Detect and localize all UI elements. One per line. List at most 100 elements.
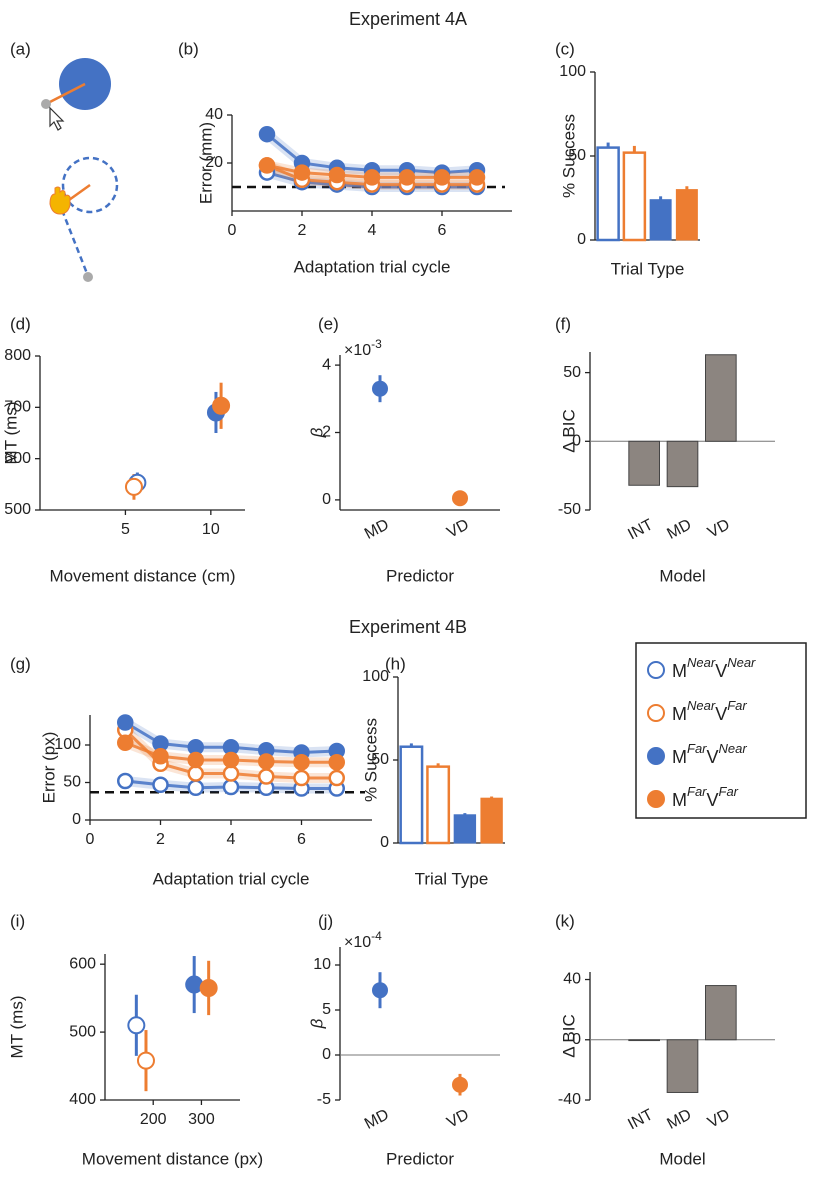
marker [293,769,310,787]
x-axis-label: Trial Type [611,259,685,278]
y-tick-label: 0 [572,1031,581,1048]
bar [705,354,737,442]
x-axis-label: Model [659,566,705,585]
y-axis-label: Error (px) [39,732,58,804]
multiplier-base: ×10 [344,934,371,951]
y-axis-label: β [307,427,326,438]
legend-text: M [672,747,687,767]
y-tick-label: 50 [371,751,389,768]
category-label: MD [664,1106,694,1133]
bar [666,1039,699,1093]
legend-marker [647,704,665,722]
y-tick-label: 40 [205,106,223,123]
marker [293,754,310,771]
multiplier-base: ×10 [344,342,371,359]
marker [222,765,240,782]
marker [328,754,345,771]
marker [187,751,204,769]
marker [328,769,345,787]
y-tick-label: 700 [4,399,31,416]
heading: Experiment 4B [349,617,467,637]
legend-text: M [672,704,687,724]
panel-label: (c) [555,39,575,58]
target-outline [61,156,119,214]
y-tick-label: 400 [69,1091,96,1108]
x-tick-label: 10 [202,521,220,538]
bar [426,765,451,845]
x-tick-label: 4 [368,222,377,239]
y-tick-label: 40 [563,971,581,988]
bar [628,1039,660,1042]
legend-superscript: Far [687,784,707,799]
category-label: MD [362,516,392,543]
legend-superscript: Near [719,741,748,756]
category-label: VD [444,516,472,541]
y-tick-label: 600 [4,450,31,467]
marker [222,751,240,769]
x-tick-label: 4 [227,831,236,848]
heading: Experiment 4A [349,9,467,29]
y-tick-label: 0 [72,811,81,828]
legend-superscript: Far [687,741,707,756]
y-axis-label: Δ BIC [559,409,578,452]
x-tick-label: 5 [121,521,130,538]
x-axis-label: Trial Type [415,869,489,888]
x-tick-label: 2 [156,831,165,848]
start-dot [41,99,51,109]
marker [152,748,169,765]
panel-label: (d) [10,314,31,333]
marker [117,734,134,751]
y-tick-label: -50 [558,501,581,518]
legend-superscript: Near [687,698,716,713]
y-tick-label: 20 [205,154,223,171]
hand-path [60,209,90,277]
marker [152,776,169,793]
y-tick-label: 50 [563,364,581,381]
point [136,1051,155,1070]
legend-marker [647,661,665,679]
point [127,1016,146,1035]
multiplier-exponent: -3 [371,337,382,351]
marker [258,125,276,143]
bar [628,440,660,486]
marker [363,169,381,186]
marker [433,169,451,186]
y-tick-label: 500 [4,501,31,518]
marker [293,164,311,181]
bar [480,797,503,844]
hand-icon [49,186,71,215]
y-tick-label: 0 [572,433,581,450]
point [452,1076,468,1093]
x-axis-label: Movement distance (px) [82,1149,263,1168]
y-tick-label: 100 [362,668,389,685]
category-label: MD [664,516,694,543]
legend-superscript: Far [727,698,747,713]
y-tick-label: 0 [577,231,586,248]
legend-marker [647,747,665,765]
y-tick-label: 0 [380,834,389,851]
x-tick-label: 0 [228,222,237,239]
legend-label: MFarVFar [672,784,739,809]
y-tick-label: 500 [69,1023,96,1040]
y-tick-label: 2 [322,424,331,441]
panel-label: (j) [318,911,333,930]
y-tick-label: 5 [322,1001,331,1018]
y-tick-label: 100 [559,63,586,80]
marker [258,157,276,174]
category-label: VD [444,1106,472,1131]
marker [398,169,416,186]
marker [187,779,204,796]
multiplier-exponent: -4 [371,929,382,943]
point [372,982,388,999]
y-tick-label: 10 [313,956,331,973]
x-axis-label: Predictor [386,566,454,585]
legend-text: M [672,661,687,681]
y-axis-label: % Success [559,114,578,198]
x-tick-label: 0 [86,831,95,848]
marker [258,768,275,785]
bar [453,814,477,844]
panel-label: (f) [555,314,571,333]
marker [328,166,346,184]
marker [117,772,134,790]
